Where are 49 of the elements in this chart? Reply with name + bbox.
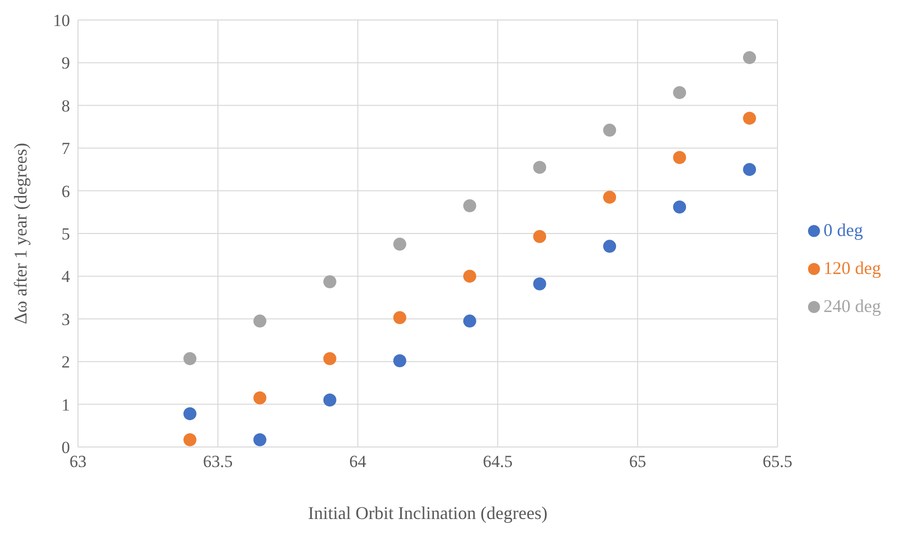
y-tick-label: 8 xyxy=(62,96,70,116)
point xyxy=(463,199,476,212)
x-tick-label: 65 xyxy=(629,452,646,472)
point xyxy=(393,354,406,368)
y-axis-title: Δω after 1 year (degrees) xyxy=(10,142,30,324)
point xyxy=(603,190,616,204)
x-axis-title: Initial Orbit Inclination (degrees) xyxy=(308,503,548,523)
point xyxy=(323,352,336,366)
x-tick-label: 64.5 xyxy=(482,452,513,472)
legend-label: 0 deg xyxy=(824,220,863,240)
point xyxy=(393,311,406,324)
point xyxy=(743,112,756,125)
y-tick-label: 0 xyxy=(62,438,70,458)
point xyxy=(323,275,336,288)
point xyxy=(743,162,756,176)
y-tick-label: 7 xyxy=(62,139,70,158)
point xyxy=(253,391,266,404)
point xyxy=(463,270,476,283)
point xyxy=(673,86,686,100)
y-tick-label: 6 xyxy=(62,182,70,201)
x-tick-label: 65.5 xyxy=(762,452,792,472)
point xyxy=(673,150,686,164)
y-tick-label: 3 xyxy=(62,310,70,329)
point xyxy=(533,277,546,290)
y-tick-label: 10 xyxy=(53,11,70,30)
point xyxy=(603,240,616,253)
x-tick-label: 63.5 xyxy=(203,452,233,472)
point xyxy=(533,230,546,243)
y-tick-label: 1 xyxy=(62,395,70,414)
point xyxy=(183,407,196,420)
x-tick-label: 64 xyxy=(349,452,367,472)
point xyxy=(253,433,266,446)
point xyxy=(533,160,546,174)
point xyxy=(183,433,196,446)
x-tick-label: 63 xyxy=(70,452,86,472)
point xyxy=(253,314,266,328)
y-tick-label: 4 xyxy=(62,267,70,286)
point xyxy=(673,200,686,214)
point xyxy=(603,124,616,137)
legend-label: 120 deg xyxy=(824,258,881,278)
point xyxy=(183,352,196,366)
y-tick-label: 2 xyxy=(62,352,70,372)
point xyxy=(463,314,476,328)
point xyxy=(393,238,406,251)
legend-label: 240 deg xyxy=(824,296,881,316)
y-tick-label: 5 xyxy=(62,224,70,244)
point xyxy=(743,51,756,64)
point xyxy=(323,394,336,407)
y-tick-label: 9 xyxy=(62,54,70,73)
